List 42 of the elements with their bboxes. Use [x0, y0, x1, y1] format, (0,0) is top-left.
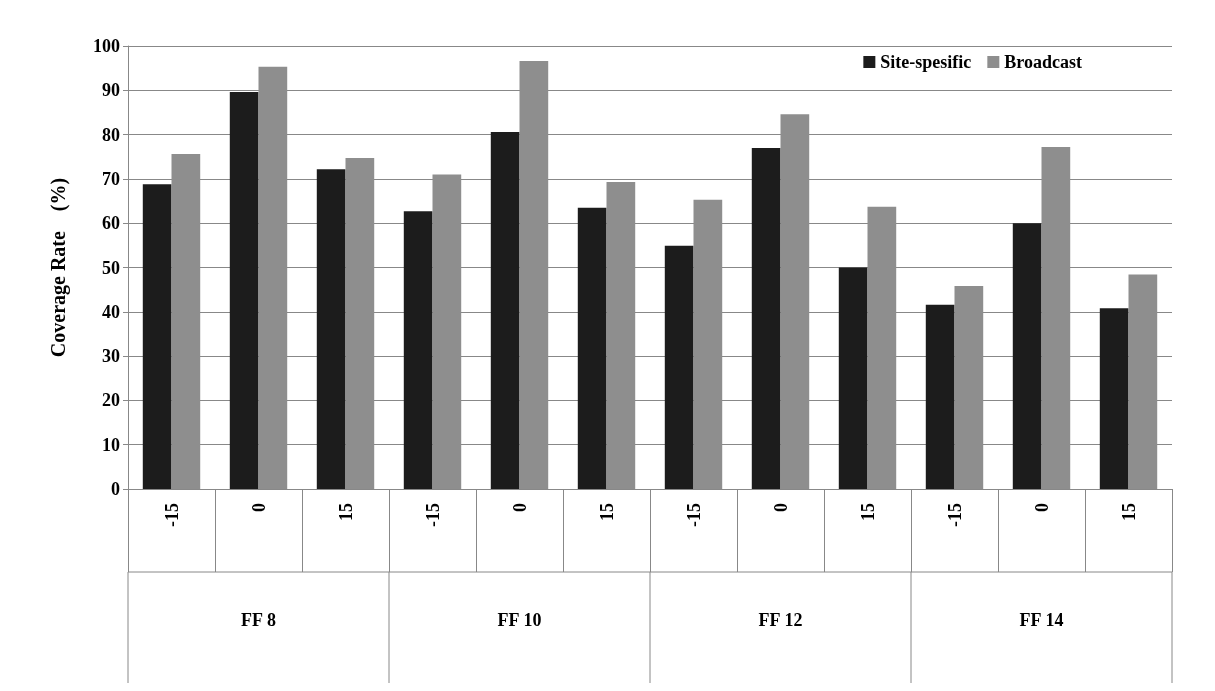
y-tick-label: 50 — [102, 257, 120, 278]
bar — [664, 245, 694, 489]
x-tick-label: 0 — [770, 503, 791, 512]
y-tick-label: 70 — [102, 168, 120, 189]
bar — [142, 184, 172, 489]
text: FF 8 — [241, 610, 276, 630]
text: FF 14 — [1019, 610, 1064, 630]
text: FF 10 — [497, 610, 542, 630]
bar — [838, 267, 868, 489]
y-tick-label: 60 — [102, 213, 120, 234]
text: FF 12 — [758, 610, 803, 630]
y-tick-label: 100 — [93, 36, 120, 56]
bar — [490, 131, 520, 489]
y-tick-label: 90 — [102, 80, 120, 101]
bar — [1012, 223, 1042, 489]
x-tick-label: -15 — [422, 503, 443, 527]
bar — [1099, 308, 1129, 489]
legend-label: Broadcast — [1004, 52, 1083, 72]
y-axis-title: Coverage Rate (%) — [47, 177, 70, 358]
y-tick-label: 20 — [102, 390, 120, 411]
x-tick-label: -15 — [161, 503, 182, 527]
x-tick-label: 0 — [1031, 503, 1052, 512]
legend-label: Site-spesific — [880, 52, 972, 72]
x-tick-label: 0 — [509, 503, 530, 512]
x-tick-label: 15 — [335, 503, 356, 521]
x-tick-label: -15 — [683, 503, 704, 527]
y-tick-label: 10 — [102, 434, 120, 455]
bar — [577, 207, 607, 489]
y-tick-label: 30 — [102, 346, 120, 367]
bar — [229, 92, 259, 489]
bar — [316, 169, 346, 489]
bar — [751, 147, 781, 489]
x-tick-label: 15 — [596, 503, 617, 521]
y-tick-label: 0 — [111, 479, 120, 499]
bar — [403, 211, 433, 489]
y-tick-label: 40 — [102, 301, 120, 322]
x-tick-label: 15 — [857, 503, 878, 521]
y-tick-label: 80 — [102, 124, 120, 145]
x-tick-label: 15 — [1118, 503, 1139, 521]
x-tick-label: -15 — [944, 503, 965, 527]
x-tick-label: 0 — [248, 503, 269, 512]
bar — [925, 304, 955, 489]
